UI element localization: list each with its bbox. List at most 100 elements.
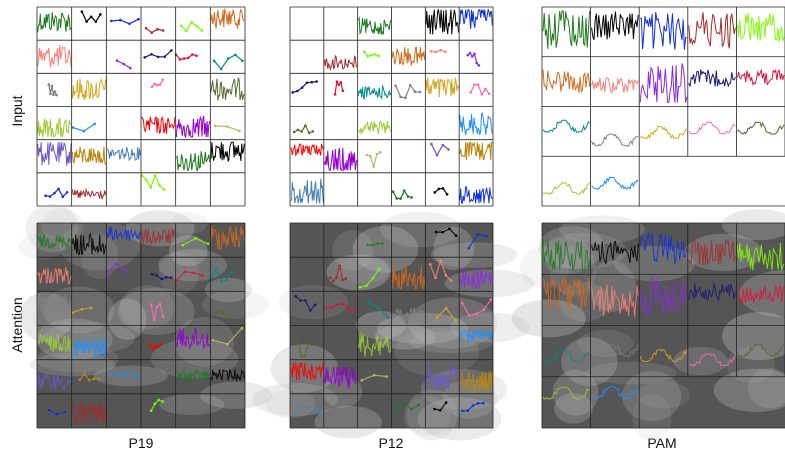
series-point [194,237,197,240]
series-line [175,115,211,139]
series-line [688,69,736,88]
series-point [335,80,339,83]
series-point [47,83,51,86]
attention-blob [577,329,634,358]
series-point [195,54,198,57]
series-line [391,307,426,321]
series-line [425,77,459,98]
series-point [213,313,216,316]
series-point [52,93,55,96]
series-point [473,83,476,86]
series-point [187,56,190,60]
attention-blob [158,249,228,282]
series-line [459,141,493,161]
series-point [371,244,374,247]
series-point [53,192,56,195]
series-point [150,346,154,350]
series-point [485,234,488,238]
series-point [333,93,337,96]
series-point [80,10,84,13]
series-point [149,409,153,413]
series-point [444,274,448,277]
series-point [241,59,244,63]
series-point [150,272,154,276]
series-point [441,187,445,190]
series-point [341,89,345,93]
series-point [332,279,335,283]
series-point [375,152,379,156]
attention-blob [43,321,135,355]
series-point [155,305,159,309]
series-point [381,242,384,245]
series-line [210,7,245,29]
attention-blob [108,298,147,340]
series-point [395,197,399,200]
series-line [591,284,639,317]
series-line [542,238,591,271]
series-point [471,55,474,58]
series-point [435,153,439,157]
series-line [639,12,687,50]
series-point [377,306,380,310]
series-point [148,342,152,346]
series-line [591,77,639,94]
attention-blob [158,252,199,296]
series-point [430,142,433,146]
series-point [366,55,370,58]
series-point [313,405,316,409]
series-point [185,29,188,33]
series-line [542,277,590,311]
attention-blob [332,229,374,271]
series-point [160,277,163,281]
series-point [444,401,448,404]
series-line [37,45,72,68]
series-line [736,68,785,86]
series-point [335,276,338,279]
series-point [476,232,479,236]
series-point [366,243,369,247]
attention-blob [204,277,252,303]
series-point [110,19,113,23]
series-point [335,303,339,307]
series-point [379,150,382,154]
series-point [365,153,369,157]
attention-blob [376,312,469,344]
series-point [238,129,241,133]
series-point [300,130,303,133]
series-point [150,31,153,34]
series-point [449,279,453,282]
series-line [106,368,141,380]
series-point [399,95,402,99]
series-line [141,228,176,246]
series-point [48,195,52,198]
attention-panel-p19 [18,203,273,429]
series-point [226,57,230,60]
attention-blob [430,242,518,268]
series-point [435,316,439,319]
series-point [178,58,182,61]
series-point [428,263,432,266]
series-point [157,345,160,348]
attention-blob [41,208,84,244]
series-point [158,83,162,86]
series-point [372,373,376,377]
series-line [542,349,590,364]
attention-blob [337,254,392,284]
series-point [83,372,86,376]
series-point [211,338,215,342]
series-line [459,268,493,289]
series-line [71,146,107,166]
series-point [161,315,165,319]
series-line [542,181,590,195]
series-line [542,119,590,133]
series-point [61,195,65,198]
series-point [65,191,69,194]
row-label-input: Input [9,95,25,126]
series-point [482,308,486,312]
attention-blob [541,232,627,270]
series-point [447,148,450,151]
series-point [439,259,442,262]
series-point [156,28,159,31]
attention-blob [200,381,273,409]
series-point [409,83,412,87]
